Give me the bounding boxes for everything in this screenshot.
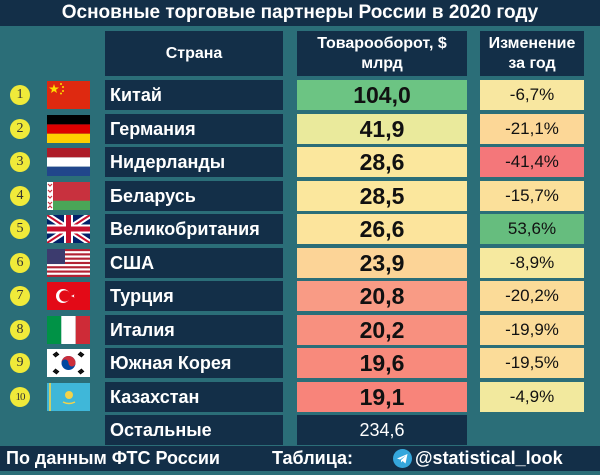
- telegram-icon: [393, 449, 412, 468]
- south-korea-flag-icon: [47, 349, 90, 377]
- change-value: -6,7%: [480, 80, 584, 110]
- rank-badge: 1: [10, 85, 30, 105]
- rank-badge: 8: [10, 319, 30, 340]
- rank-badge: 7: [10, 286, 30, 306]
- header-country: Страна: [105, 31, 283, 76]
- turnover-value: 28,6: [297, 147, 467, 177]
- header-turnover: Товарооборот, $ млрд: [297, 31, 467, 76]
- kazakhstan-flag-icon: [47, 382, 90, 411]
- change-value: -8,9%: [480, 247, 584, 278]
- telegram-handle[interactable]: @statistical_look: [415, 448, 563, 468]
- table-row: 3 Нидерланды 28,6 -41,4%: [0, 147, 600, 177]
- germany-flag-icon: [47, 114, 90, 143]
- country-name: Италия: [105, 314, 283, 345]
- turnover-value: 234,6: [297, 415, 467, 445]
- country-name: Германия: [105, 113, 283, 144]
- table-row: 9 Южная Корея 19,6 -19,5%: [0, 348, 600, 378]
- country-name: Турция: [105, 281, 283, 311]
- turnover-value: 104,0: [297, 80, 467, 110]
- header-turnover-line1: Товарооборот, $: [317, 34, 447, 52]
- turnover-value: 19,1: [297, 381, 467, 412]
- rank-badge: 4: [10, 185, 30, 206]
- table-row: 7 Турция 20,8 -20,2%: [0, 281, 600, 311]
- source-text: По данным ФТС России: [6, 448, 220, 468]
- footer: По данным ФТС России Таблица: @statistic…: [0, 446, 600, 471]
- header-change-line1: Изменение: [488, 34, 576, 52]
- turnover-value: 23,9: [297, 247, 467, 278]
- turkey-flag-icon: [47, 282, 90, 310]
- change-value: -15,7%: [480, 180, 584, 211]
- table-row: 5 Великобритания 26,6 53,6%: [0, 214, 600, 244]
- turnover-value: 19,6: [297, 348, 467, 378]
- table-row: 4 Беларусь 28,5 -15,7%: [0, 180, 600, 211]
- change-value: 53,6%: [480, 214, 584, 244]
- turnover-value: 28,5: [297, 180, 467, 211]
- belarus-flag-icon: [47, 181, 90, 210]
- change-value: -19,9%: [480, 314, 584, 345]
- rank-badge: 9: [10, 353, 30, 373]
- italy-flag-icon: [47, 315, 90, 344]
- country-name: Остальные: [105, 415, 283, 445]
- turnover-value: 20,2: [297, 314, 467, 345]
- change-value: -21,1%: [480, 113, 584, 144]
- table-row: 6 США 23,9 -8,9%: [0, 247, 600, 278]
- china-flag-icon: [47, 81, 90, 109]
- country-name: Нидерланды: [105, 147, 283, 177]
- header-country-label: Страна: [165, 44, 223, 62]
- header-change-line2: за год: [508, 54, 556, 72]
- change-value: -4,9%: [480, 381, 584, 412]
- country-name: Беларусь: [105, 180, 283, 211]
- turnover-value: 20,8: [297, 281, 467, 311]
- rank-badge: 5: [10, 219, 30, 239]
- country-name: Южная Корея: [105, 348, 283, 378]
- rank-badge: 3: [10, 152, 30, 172]
- rank-badge: 10: [10, 386, 30, 407]
- change-value: -20,2%: [480, 281, 584, 311]
- header-turnover-line2: млрд: [361, 54, 403, 72]
- netherlands-flag-icon: [47, 148, 90, 176]
- table-row: 8 Италия 20,2 -19,9%: [0, 314, 600, 345]
- uk-flag-icon: [47, 215, 90, 243]
- country-name: Казахстан: [105, 381, 283, 412]
- change-value: -19,5%: [480, 348, 584, 378]
- rank-badge: 2: [10, 118, 30, 139]
- turnover-value: 26,6: [297, 214, 467, 244]
- table-label: Таблица:: [272, 448, 354, 468]
- rank-badge: 6: [10, 252, 30, 273]
- country-name: Китай: [105, 80, 283, 110]
- table-row-other: Остальные 234,6: [0, 415, 600, 445]
- country-name: США: [105, 247, 283, 278]
- turnover-value: 41,9: [297, 113, 467, 144]
- header-change: Изменение за год: [480, 31, 584, 76]
- change-value: -41,4%: [480, 147, 584, 177]
- table-row: 1 Китай 104,0 -6,7%: [0, 80, 600, 110]
- chart-title: Основные торговые партнеры России в 2020…: [0, 0, 600, 26]
- table-row: 2 Германия 41,9 -21,1%: [0, 113, 600, 144]
- country-name: Великобритания: [105, 214, 283, 244]
- table-row: 10 Казахстан 19,1 -4,9%: [0, 381, 600, 412]
- usa-flag-icon: [47, 248, 90, 277]
